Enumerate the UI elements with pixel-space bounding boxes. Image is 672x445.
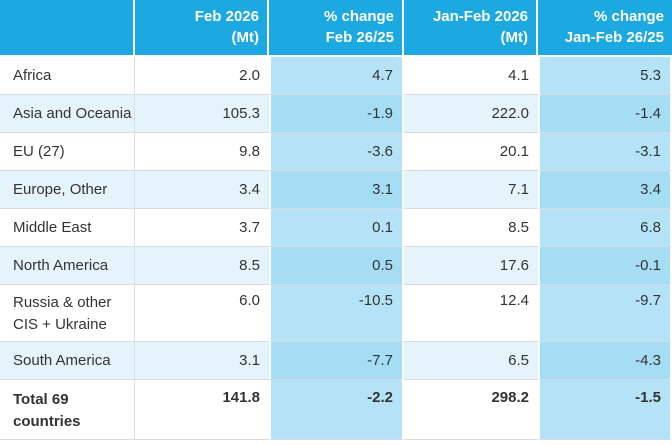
region-cell: Africa	[0, 57, 135, 95]
column-header-pct-change-feb: % change Feb 26/25	[269, 0, 404, 57]
table-row: Middle East 3.7 0.1 8.5 6.8	[0, 209, 672, 247]
janfeb-change-cell: -0.1	[538, 247, 672, 285]
region-cell: Europe, Other	[0, 171, 135, 209]
feb-change-cell: -2.2	[269, 380, 404, 440]
janfeb-change-cell: 6.8	[538, 209, 672, 247]
table-row: Total 69 countries 141.8 -2.2 298.2 -1.5	[0, 380, 672, 440]
feb-change-cell: -7.7	[269, 342, 404, 380]
feb-change-cell: 3.1	[269, 171, 404, 209]
janfeb-mt-cell: 4.1	[404, 57, 538, 95]
column-header-region	[0, 0, 135, 57]
janfeb-change-cell: -1.5	[538, 380, 672, 440]
feb-change-cell: 0.1	[269, 209, 404, 247]
janfeb-mt-cell: 222.0	[404, 95, 538, 133]
feb-mt-cell: 8.5	[135, 247, 269, 285]
feb-mt-cell: 2.0	[135, 57, 269, 95]
column-header-pct-change-janfeb: % change Jan-Feb 26/25	[538, 0, 672, 57]
feb-change-cell: -3.6	[269, 133, 404, 171]
feb-change-cell: 4.7	[269, 57, 404, 95]
header-row: Feb 2026 (Mt) % change Feb 26/25 Jan-Feb…	[0, 0, 672, 57]
table-row: Africa 2.0 4.7 4.1 5.3	[0, 57, 672, 95]
table-header: Feb 2026 (Mt) % change Feb 26/25 Jan-Feb…	[0, 0, 672, 57]
header-line: (Mt)	[231, 28, 259, 46]
feb-mt-cell: 105.3	[135, 95, 269, 133]
region-cell: Asia and Oceania	[0, 95, 135, 133]
header-line: Jan-Feb 2026	[432, 7, 528, 25]
janfeb-mt-cell: 20.1	[404, 133, 538, 171]
region-cell: Middle East	[0, 209, 135, 247]
column-header-feb-2026-mt: Feb 2026 (Mt)	[135, 0, 269, 57]
janfeb-change-cell: -9.7	[538, 285, 672, 342]
feb-mt-cell: 3.7	[135, 209, 269, 247]
column-header-janfeb-2026-mt: Jan-Feb 2026 (Mt)	[404, 0, 538, 57]
region-cell: Russia & other CIS + Ukraine	[0, 285, 135, 342]
feb-mt-cell: 9.8	[135, 133, 269, 171]
region-cell: South America	[0, 342, 135, 380]
table-row: South America 3.1 -7.7 6.5 -4.3	[0, 342, 672, 380]
region-cell: EU (27)	[0, 133, 135, 171]
janfeb-change-cell: -4.3	[538, 342, 672, 380]
header-line: % change	[593, 7, 664, 25]
header-line: % change	[323, 7, 394, 25]
region-cell: North America	[0, 247, 135, 285]
table-row: Europe, Other 3.4 3.1 7.1 3.4	[0, 171, 672, 209]
janfeb-mt-cell: 8.5	[404, 209, 538, 247]
feb-mt-cell: 3.4	[135, 171, 269, 209]
feb-mt-cell: 6.0	[135, 285, 269, 342]
janfeb-mt-cell: 17.6	[404, 247, 538, 285]
table-row: EU (27) 9.8 -3.6 20.1 -3.1	[0, 133, 672, 171]
feb-change-cell: -10.5	[269, 285, 404, 342]
table-body: Africa 2.0 4.7 4.1 5.3 Asia and Oceania 105.3-…	[0, 57, 672, 440]
janfeb-change-cell: -1.4	[538, 95, 672, 133]
header-line: (Mt)	[500, 28, 528, 46]
region-cell: Total 69 countries	[0, 380, 135, 440]
header-line: Feb 26/25	[325, 28, 394, 46]
janfeb-change-cell: 3.4	[538, 171, 672, 209]
table-row: Russia & other CIS + Ukraine 6.0 -10.5 12.4…	[0, 285, 672, 342]
header-line: Feb 2026	[194, 7, 259, 25]
janfeb-mt-cell: 12.4	[404, 285, 538, 342]
header-line: Jan-Feb 26/25	[564, 28, 664, 46]
janfeb-change-cell: 5.3	[538, 57, 672, 95]
janfeb-mt-cell: 298.2	[404, 380, 538, 440]
feb-change-cell: 0.5	[269, 247, 404, 285]
feb-mt-cell: 141.8	[135, 380, 269, 440]
table-row: North America 8.5 0.5 17.6 -0.1	[0, 247, 672, 285]
feb-change-cell: -1.9	[269, 95, 404, 133]
table-row: Asia and Oceania 105.3 -1.9 222.0 -1.4	[0, 95, 672, 133]
janfeb-mt-cell: 7.1	[404, 171, 538, 209]
janfeb-mt-cell: 6.5	[404, 342, 538, 380]
janfeb-change-cell: -3.1	[538, 133, 672, 171]
feb-mt-cell: 3.1	[135, 342, 269, 380]
